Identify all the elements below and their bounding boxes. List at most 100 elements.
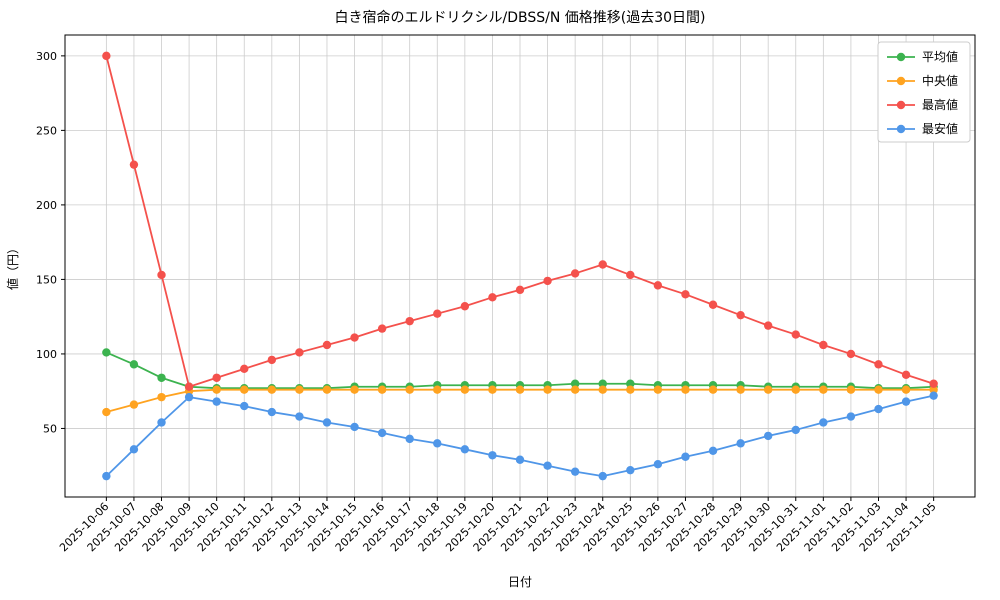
data-point-median bbox=[901, 385, 911, 394]
data-point-min bbox=[791, 425, 800, 435]
y-tick-label: 200 bbox=[36, 199, 57, 212]
data-point-min bbox=[405, 434, 414, 444]
data-point-median bbox=[708, 385, 718, 394]
data-point-max bbox=[681, 290, 690, 299]
data-point-min bbox=[129, 445, 139, 454]
data-point-min bbox=[763, 431, 773, 441]
data-point-min bbox=[901, 397, 911, 406]
legend-marker-median bbox=[896, 76, 906, 86]
data-point-min bbox=[626, 465, 635, 475]
data-point-max bbox=[460, 302, 470, 311]
data-point-median bbox=[846, 385, 856, 394]
data-point-max bbox=[543, 276, 552, 286]
data-point-min bbox=[515, 455, 525, 464]
data-point-max bbox=[157, 270, 166, 280]
data-point-max bbox=[102, 51, 111, 61]
data-point-min bbox=[102, 471, 111, 481]
y-tick-label: 150 bbox=[36, 273, 57, 286]
y-tick-label: 300 bbox=[36, 50, 57, 63]
legend-box bbox=[877, 41, 971, 143]
y-tick-label: 100 bbox=[36, 348, 57, 361]
data-point-max bbox=[405, 316, 414, 326]
data-point-min bbox=[350, 422, 359, 432]
data-point-max bbox=[433, 309, 442, 318]
data-point-max bbox=[791, 330, 800, 339]
data-point-max bbox=[626, 270, 635, 280]
legend-marker-min bbox=[896, 124, 906, 134]
data-point-max bbox=[901, 370, 911, 379]
data-point-max bbox=[212, 373, 221, 382]
data-point-min bbox=[460, 445, 470, 454]
data-point-min bbox=[322, 418, 332, 427]
legend-label-max: 最高値 bbox=[922, 97, 958, 112]
x-axis-label: 日付 bbox=[508, 575, 532, 589]
data-point-average bbox=[626, 379, 635, 388]
chart-title: 白き宿命のエルドリクシル/DBSS/N 価格推移(過去30日間) bbox=[334, 9, 705, 26]
data-point-max bbox=[570, 269, 580, 278]
data-point-min bbox=[570, 467, 580, 476]
data-point-min bbox=[653, 460, 663, 469]
data-point-average bbox=[570, 379, 580, 388]
data-point-median bbox=[763, 385, 773, 394]
data-point-max bbox=[819, 340, 828, 350]
data-point-median bbox=[515, 385, 525, 394]
legend-label-average: 平均値 bbox=[922, 49, 958, 64]
data-point-median bbox=[240, 385, 249, 394]
y-axis-label: 値（円） bbox=[5, 242, 20, 290]
data-point-max bbox=[846, 349, 856, 359]
data-point-median bbox=[874, 385, 883, 394]
data-point-median bbox=[791, 385, 800, 394]
data-point-max bbox=[184, 382, 194, 391]
data-point-median bbox=[129, 400, 139, 409]
data-point-median bbox=[405, 385, 414, 394]
data-point-max bbox=[322, 340, 332, 350]
data-point-median bbox=[681, 385, 690, 394]
data-point-median bbox=[736, 385, 745, 394]
legend-label-median: 中央値 bbox=[922, 73, 958, 88]
data-point-min bbox=[929, 391, 938, 400]
data-point-min bbox=[681, 452, 690, 461]
data-point-average bbox=[102, 348, 111, 357]
data-point-max bbox=[598, 260, 607, 269]
data-point-median bbox=[433, 385, 442, 394]
data-point-max bbox=[129, 160, 139, 169]
data-point-min bbox=[157, 418, 166, 427]
data-point-median bbox=[377, 385, 387, 394]
data-point-median bbox=[819, 385, 828, 394]
data-point-max bbox=[488, 293, 497, 302]
legend-label-min: 最安値 bbox=[922, 121, 958, 136]
data-point-average bbox=[129, 360, 139, 369]
data-point-max bbox=[653, 281, 663, 290]
data-point-max bbox=[515, 285, 525, 295]
data-point-average bbox=[598, 379, 607, 388]
data-point-median bbox=[543, 385, 552, 394]
data-point-min bbox=[212, 397, 221, 406]
y-tick-label: 50 bbox=[43, 422, 57, 435]
data-point-median bbox=[460, 385, 470, 394]
data-point-min bbox=[488, 451, 497, 460]
data-point-min bbox=[184, 392, 194, 402]
data-point-median bbox=[626, 385, 635, 394]
data-point-max bbox=[377, 324, 387, 333]
data-point-average bbox=[157, 373, 166, 382]
data-point-median bbox=[267, 385, 277, 394]
y-tick-label: 250 bbox=[36, 124, 57, 137]
data-point-max bbox=[295, 348, 304, 357]
data-point-max bbox=[350, 333, 359, 342]
data-point-median bbox=[488, 385, 497, 394]
data-point-min bbox=[846, 412, 856, 421]
data-point-min bbox=[240, 401, 249, 411]
data-point-median bbox=[350, 385, 359, 394]
data-point-median bbox=[598, 385, 607, 394]
data-point-median bbox=[212, 385, 221, 394]
data-point-max bbox=[708, 300, 718, 309]
data-point-median bbox=[570, 385, 580, 394]
data-point-median bbox=[295, 385, 304, 394]
axes-spines bbox=[64, 34, 976, 498]
data-point-min bbox=[433, 439, 442, 448]
data-point-min bbox=[543, 461, 552, 470]
data-point-min bbox=[295, 412, 304, 421]
data-point-min bbox=[736, 439, 745, 448]
